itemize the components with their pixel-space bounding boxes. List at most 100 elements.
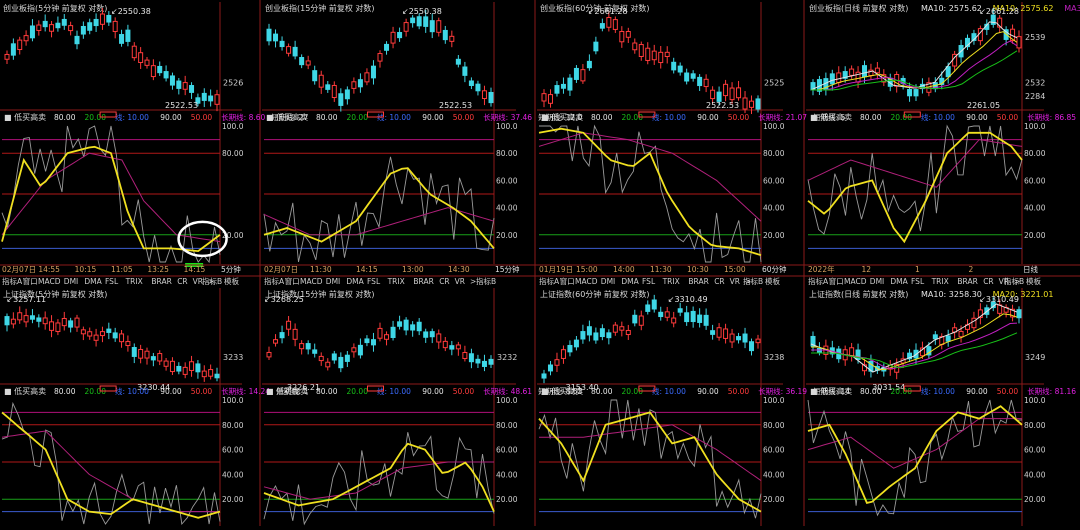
indicator-tab[interactable]: DMA [84, 277, 102, 286]
indicator-tab[interactable]: > [208, 277, 214, 286]
candle [836, 72, 842, 84]
template-tab[interactable]: 指标B [476, 276, 496, 286]
indicator-tab[interactable]: BRAR [151, 277, 171, 286]
indicator-tab[interactable]: TRIX [125, 277, 143, 286]
indicator-param: 50.00 [453, 113, 475, 122]
indicator-tab[interactable]: DMA [621, 277, 639, 286]
indicator-tab[interactable]: 窗口 [285, 276, 300, 286]
template-tab[interactable]: 指标B [202, 276, 222, 286]
indicator-tab[interactable]: > [470, 277, 476, 286]
indicator-tab[interactable]: 指标A [2, 276, 23, 286]
indicator-tab[interactable]: DMI [64, 277, 78, 286]
candle [325, 84, 331, 90]
indicator-tab[interactable]: FSL [105, 277, 119, 286]
ma-label: MA20: 3221.01 [993, 290, 1054, 299]
indicator-axis-label: 100.0 [1024, 122, 1046, 131]
indicator-tab[interactable]: > [1014, 277, 1020, 286]
candle [599, 23, 605, 29]
candle [907, 352, 913, 360]
template-tab[interactable]: 指标B [1004, 276, 1024, 286]
indicator-tab[interactable]: VR [455, 277, 465, 286]
candle [429, 20, 435, 33]
indicator-param: 80.00 [591, 387, 613, 396]
candle [36, 317, 42, 322]
indicator-param: 线: 10.00 [652, 386, 686, 396]
indicator-tab[interactable]: TRIX [387, 277, 405, 286]
indicator-tab[interactable]: BRAR [413, 277, 433, 286]
price-axis-value: 2284 [1025, 92, 1045, 101]
indicator-tab[interactable]: DMI [326, 277, 340, 286]
indicator-tab[interactable]: CR [714, 277, 724, 286]
indicator-tab[interactable]: TRIX [931, 277, 949, 286]
candle [42, 20, 48, 28]
indicator-tab[interactable]: 窗口 [829, 276, 844, 286]
candle [279, 332, 285, 339]
indicator-tab[interactable]: FSL [642, 277, 656, 286]
indicator-param: 长期线: 48.61 [483, 386, 532, 396]
indicator-tab[interactable]: 窗口 [560, 276, 575, 286]
indicator-param: 90.00 [966, 387, 988, 396]
signal-marker [903, 111, 921, 118]
template-tab[interactable]: 模板 [224, 276, 239, 286]
indicator-tab[interactable]: CR [439, 277, 449, 286]
candle [638, 315, 644, 326]
indicator-axis-label: 20.00 [1024, 231, 1046, 240]
indicator-tab[interactable]: MACD [575, 277, 598, 286]
indicator-tab[interactable]: 窗口 [23, 276, 38, 286]
indicator-tab[interactable]: DMI [870, 277, 884, 286]
indicator-tab[interactable]: DMA [346, 277, 364, 286]
indicator-tab[interactable]: DMA [890, 277, 908, 286]
candle [4, 53, 10, 60]
candle [10, 43, 16, 56]
candle [74, 35, 80, 45]
signal-marker [367, 385, 384, 392]
template-tab[interactable]: 模板 [765, 276, 780, 286]
indicator-tab[interactable]: DMI [601, 277, 615, 286]
candlesticks [541, 294, 761, 384]
indicator-axis-label: 100.0 [1024, 396, 1046, 405]
candle [370, 65, 376, 79]
indicator-tab[interactable]: > [745, 277, 751, 286]
candle [462, 66, 468, 76]
signal-marker [903, 385, 921, 392]
indicator-tab[interactable]: FSL [367, 277, 381, 286]
moving-average-line [811, 322, 1018, 370]
indicator-param: 长期线: 86.85 [1027, 112, 1076, 122]
chart-panel-0-0: 创业板指(5分钟 前复权 对数) ↙2550.38 2522.53 2526 ■ 低买高… [0, 2, 308, 267]
indicator-param: 50.00 [191, 387, 213, 396]
template-tab[interactable]: 指标B [743, 276, 763, 286]
indicator-axis-label: 80.00 [1024, 421, 1046, 430]
fast-line [807, 405, 1023, 504]
indicator-tab[interactable]: VR [193, 277, 203, 286]
indicator-tab[interactable]: CR [983, 277, 993, 286]
candle [965, 37, 970, 48]
indicator-tab[interactable]: VR [999, 277, 1009, 286]
indicator-tab[interactable]: 指标A [808, 276, 829, 286]
candle [690, 310, 696, 323]
candle [436, 333, 442, 343]
indicator-tab[interactable]: 指标A [264, 276, 285, 286]
candle [351, 347, 357, 353]
candle [997, 17, 1003, 28]
indicator-tab[interactable]: FSL [911, 277, 925, 286]
moving-average-line [811, 332, 1018, 369]
indicator-tab[interactable]: MACD [300, 277, 323, 286]
indicator-tab[interactable]: MACD [38, 277, 61, 286]
indicator-tab[interactable]: CR [177, 277, 187, 286]
candle [29, 315, 35, 320]
indicator-tab[interactable]: BRAR [957, 277, 977, 286]
indicator-param: 90.00 [160, 113, 182, 122]
indicator-tab[interactable]: VR [730, 277, 740, 286]
candle [436, 20, 442, 33]
indicator-tab[interactable]: TRIX [662, 277, 680, 286]
indicator-tab[interactable]: BRAR [688, 277, 708, 286]
panel-title: 上证指数(15分钟 前复权 对数) [265, 289, 375, 299]
candle [266, 28, 272, 42]
template-tab[interactable]: 模板 [1026, 276, 1042, 286]
low-label: 2522.53 [165, 101, 198, 110]
indicator-tab[interactable]: MACD [844, 277, 867, 286]
indicator-tab[interactable]: 指标A [539, 276, 560, 286]
candle [49, 24, 55, 32]
candle [305, 60, 311, 66]
candle [541, 373, 547, 379]
